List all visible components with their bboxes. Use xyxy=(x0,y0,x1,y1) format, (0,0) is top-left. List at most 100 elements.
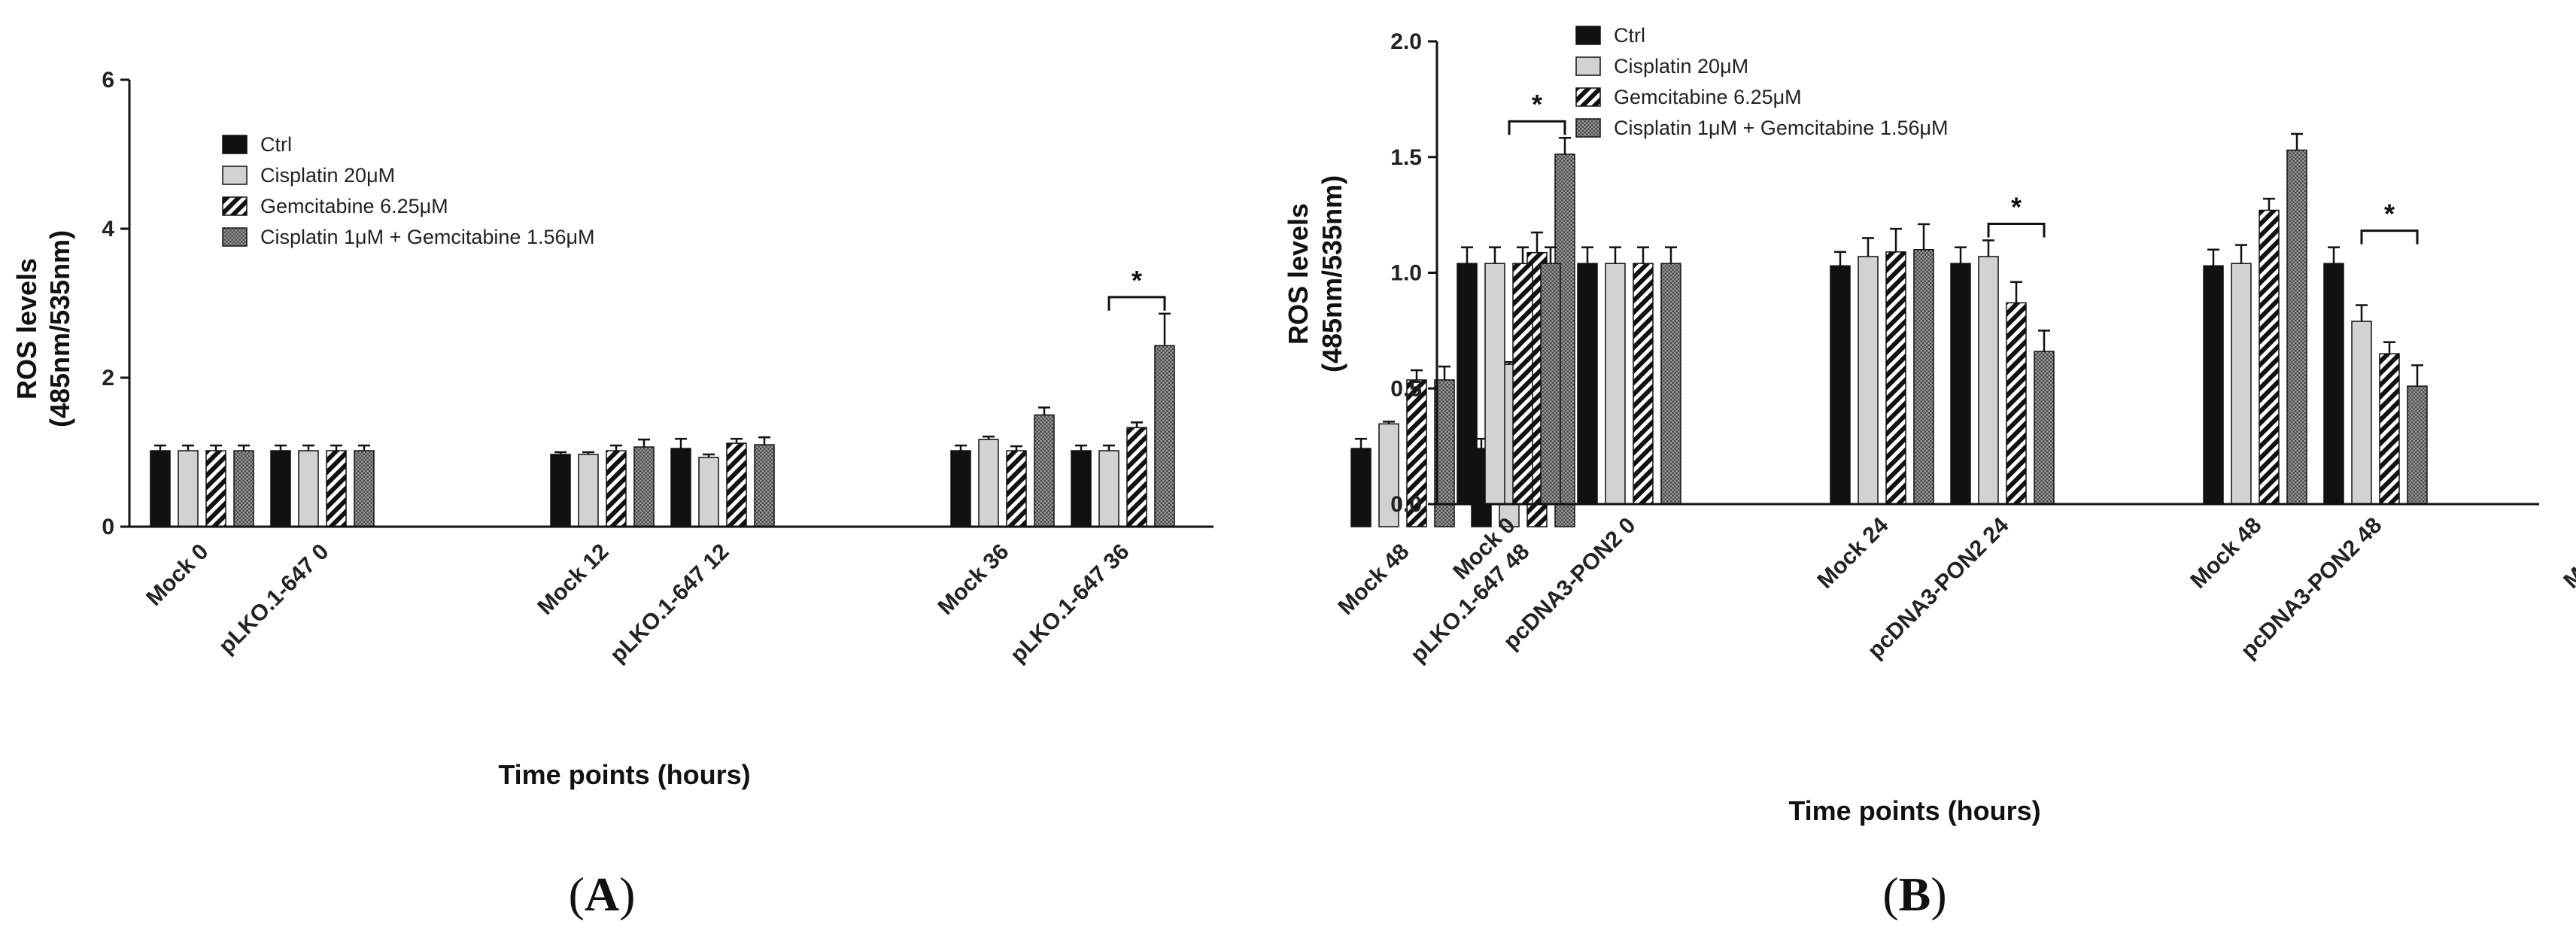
bar xyxy=(1457,263,1478,505)
bar xyxy=(606,450,627,527)
bar xyxy=(2231,263,2252,505)
panel-label-b-letter: B xyxy=(1899,868,1931,921)
bar xyxy=(978,439,999,527)
bar xyxy=(1098,450,1119,527)
panel-label-a-open: ( xyxy=(569,868,585,921)
bar xyxy=(1830,265,1851,505)
bar xyxy=(1885,251,1906,505)
legend-group: Ctrl Cisplatin 20μM Gemcitabine 6.25μM Cisp… xyxy=(1575,24,1949,139)
y-tick-label: 6 xyxy=(102,68,114,93)
bar xyxy=(178,450,199,527)
bar xyxy=(298,450,319,527)
legend-swatch xyxy=(222,227,248,247)
significance-bracket xyxy=(1107,296,1166,311)
bar xyxy=(1577,263,1598,505)
significance-star: * xyxy=(2384,199,2395,229)
category-label: pLKO.1-647 12 xyxy=(606,539,734,668)
legend-group: Ctrl Cisplatin 20μM Gemcitabine 6.25μM Cisp… xyxy=(222,133,595,248)
category-label: pLKO.1-647 0 xyxy=(214,539,334,659)
category-label: Mock 36 xyxy=(933,539,1013,620)
bar xyxy=(150,450,171,527)
panel-label-a-letter: A xyxy=(585,868,619,921)
legend-swatch xyxy=(1575,87,1601,107)
significance-bracket xyxy=(1987,222,2046,238)
bar xyxy=(326,450,347,527)
bar xyxy=(1034,414,1055,527)
bar xyxy=(1660,263,1681,505)
bar xyxy=(754,444,775,527)
bar xyxy=(578,454,599,527)
x-axis-title: Time points (hours) xyxy=(498,759,750,790)
bar xyxy=(1858,256,1879,505)
y-axis-title-line-2: (485nm/535nm) xyxy=(1317,175,1347,372)
significance-star: * xyxy=(2011,191,2022,222)
bar xyxy=(1633,263,1654,505)
category-label: pLKO.1-647 36 xyxy=(1006,539,1135,668)
panel-label-b-open: ( xyxy=(1882,868,1898,921)
category-label: Mock 48 xyxy=(2186,513,2266,594)
significance-star: * xyxy=(1532,89,1542,120)
category-label: Mock 24 xyxy=(1812,512,1893,593)
bar xyxy=(205,450,226,527)
y-tick-label: 2 xyxy=(102,366,114,390)
legend-label: Gemcitabine 6.25μM xyxy=(1614,86,1802,108)
bar xyxy=(1978,256,1999,505)
bar xyxy=(1950,263,1971,505)
panel-label-b: (B) xyxy=(1882,868,1946,921)
bar xyxy=(950,450,971,527)
legend-swatch xyxy=(222,166,248,185)
panel-label-a: (A) xyxy=(569,868,636,921)
error-bars-group xyxy=(1461,132,2423,387)
significance-bracket xyxy=(2360,229,2419,245)
significance-group: *** xyxy=(1987,191,2419,245)
bar xyxy=(2323,263,2344,505)
legend-swatch xyxy=(222,135,248,154)
bar xyxy=(2259,209,2280,505)
bars-group xyxy=(1457,149,2428,505)
bar xyxy=(1126,427,1147,527)
category-label: pcDNA3-PON2 0 xyxy=(1499,513,1640,655)
bar xyxy=(354,450,375,527)
panel-label-a-close: ) xyxy=(619,868,635,921)
y-tick-label: 0.0 xyxy=(1390,492,1422,517)
error-bars-group xyxy=(154,136,1571,457)
bar xyxy=(698,457,719,527)
bar xyxy=(2203,265,2224,505)
bar xyxy=(1154,345,1175,527)
category-label: Mock 0 xyxy=(141,539,213,611)
bar xyxy=(1071,450,1092,527)
y-axis-title-line-1: ROS levels xyxy=(1283,203,1314,345)
bar xyxy=(2006,302,2027,505)
category-label: Mock 12 xyxy=(533,539,613,620)
x-axis-title: Time points (hours) xyxy=(1788,795,2040,826)
bars-group xyxy=(150,153,1575,527)
bar xyxy=(1540,263,1561,505)
axes-group: 0 2 4 6 xyxy=(102,68,1214,539)
category-label: Mock 48 xyxy=(1333,539,1414,620)
significance-group: ** xyxy=(1107,89,1566,311)
bar xyxy=(670,448,691,527)
bar xyxy=(2407,385,2428,505)
bar xyxy=(233,450,254,527)
legend-label: Cisplatin 20μM xyxy=(260,164,395,187)
y-tick-label: 1.5 xyxy=(1390,145,1422,170)
y-axis-title-line-2: (485nm/535nm) xyxy=(44,230,75,427)
bar xyxy=(1512,263,1533,505)
bar xyxy=(1913,249,1934,505)
legend-swatch xyxy=(222,196,248,216)
bar xyxy=(1406,379,1427,527)
legend-label: Cisplatin 1μM + Gemcitabine 1.56μM xyxy=(1614,117,1949,139)
bar xyxy=(2286,149,2307,505)
legend-label: Gemcitabine 6.25μM xyxy=(260,195,448,217)
legend-label: Ctrl xyxy=(260,133,292,156)
bar xyxy=(1378,423,1399,527)
y-tick-label: 0.5 xyxy=(1390,376,1422,401)
y-tick-label: 2.0 xyxy=(1390,29,1422,54)
significance-bracket xyxy=(1508,120,1566,135)
bar xyxy=(2379,353,2400,505)
legend-swatch xyxy=(1575,118,1601,138)
